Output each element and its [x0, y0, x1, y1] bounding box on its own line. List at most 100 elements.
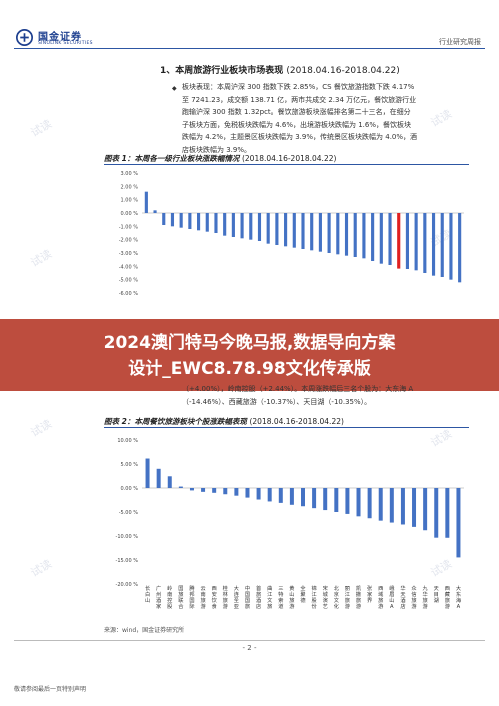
category-label: 国 — [245, 591, 250, 598]
bar — [153, 210, 157, 213]
category-label: 特 — [278, 590, 283, 598]
bullet-icon: ◆ — [172, 85, 177, 92]
y-tick-label: 2.00 % — [121, 184, 139, 190]
category-label: 圣 — [234, 596, 240, 604]
category-label: 白 — [145, 590, 150, 598]
category-label: 游 — [423, 602, 428, 610]
bar — [434, 488, 439, 538]
category-label: 联 — [178, 596, 183, 604]
category-label: 国 — [245, 597, 250, 604]
category-label: 店 — [256, 602, 261, 610]
bar — [205, 213, 209, 232]
bar — [188, 213, 192, 229]
bar — [423, 213, 427, 273]
category-label: 腾 — [189, 584, 195, 592]
category-label: 桂 — [223, 584, 228, 592]
category-label: 山 — [289, 590, 294, 598]
category-label: 邦 — [189, 590, 194, 598]
bar — [214, 213, 218, 233]
category-label: 国 — [178, 585, 183, 592]
y-tick-label: -15.00 % — [116, 558, 139, 564]
logo-text: 国金证券 — [38, 32, 82, 43]
category-label: 凯 — [356, 584, 361, 592]
y-tick-label: -6.00 % — [119, 291, 139, 297]
category-label: 份 — [312, 602, 318, 610]
bar — [179, 213, 183, 228]
category-label: 旅 — [178, 590, 183, 598]
bar — [256, 488, 261, 500]
text-line: 子板块方面，免税板块跌幅为 4.6%，出境游板块跌幅为 1.6%，餐饮板块 — [182, 120, 412, 129]
category-label: 曲 — [267, 584, 272, 592]
bar — [323, 488, 328, 511]
category-label: 众 — [411, 585, 416, 592]
bar — [197, 213, 201, 231]
watermark: 试读 — [28, 417, 55, 440]
bar — [397, 213, 401, 269]
category-label: 锦 — [312, 584, 317, 592]
category-label: 江 — [267, 591, 272, 598]
category-label: 旅 — [356, 596, 361, 604]
category-label: 张 — [367, 584, 373, 592]
bar — [249, 213, 253, 240]
y-tick-label: 5.00 % — [121, 462, 139, 468]
figure1-label: 图表 1：本周各一级行业板块涨跌幅情况 — [104, 154, 240, 163]
category-label: 股 — [167, 603, 172, 610]
bar — [189, 488, 194, 491]
category-label: 旅 — [423, 596, 428, 604]
disclaimer: 敬请参阅最后一页特别声明 — [14, 686, 87, 693]
bar — [257, 213, 262, 241]
category-label: 长 — [145, 584, 151, 592]
chart-sector-performance: 3.00 % 2.00 % 1.00 % 0.00 % -1.00 % -2.00 % -3… — [119, 171, 464, 297]
bar — [145, 458, 150, 488]
chart-stock-performance: 10.00 % 5.00 % 0.00 % -5.00 % -10.00 % -15.00… — [116, 438, 464, 610]
category-label: 京 — [334, 590, 339, 598]
category-label: 林 — [223, 590, 229, 598]
bar — [310, 213, 314, 251]
banner-line2: 设计_EWC8.78.98文化传承版 — [128, 359, 371, 379]
figure2-rule — [104, 427, 469, 429]
bar — [267, 488, 272, 502]
category-label: 江 — [345, 591, 350, 598]
category-label: 文 — [267, 596, 273, 604]
y-tick-label: -10.00 % — [116, 534, 139, 540]
bar — [312, 488, 317, 509]
category-label: 大 — [234, 584, 239, 592]
category-label: 际 — [189, 602, 194, 610]
category-label: 东 — [456, 590, 461, 598]
y-tick-label: -3.00 % — [119, 251, 139, 257]
figure1-date: (2018.04.16-2018.04.22) — [241, 154, 337, 163]
y-tick-label: 1.00 % — [121, 198, 139, 204]
category-label: 峨 — [389, 584, 395, 592]
bar — [371, 213, 375, 261]
report-type: 行业研究周报 — [439, 38, 481, 46]
category-label: 旅 — [245, 602, 250, 610]
category-label: 大 — [456, 584, 461, 592]
header-rule — [14, 48, 485, 49]
category-label: 国 — [189, 597, 194, 604]
banner-line1: 2024澳门特马今晚马报,数据导向方案 — [103, 333, 396, 353]
category-label: 控 — [167, 596, 172, 604]
category-label: 化 — [334, 602, 339, 610]
category-label: 店 — [400, 602, 405, 610]
bar — [234, 488, 239, 496]
bar — [405, 213, 409, 269]
bar — [458, 213, 462, 283]
category-label: 游 — [356, 602, 361, 610]
category-label: 南 — [200, 590, 205, 598]
category-label: 食 — [212, 602, 218, 610]
watermark: 试读 — [28, 557, 55, 580]
bar — [356, 488, 361, 517]
section-title-text: 1、本周旅游行业板块市场表现 — [160, 66, 284, 76]
category-label: 安 — [212, 590, 217, 598]
paragraph-stocks: （+4.00%），岭南控股（+2.44%）。本周涨跌幅后三名个股为：大东海 A … — [182, 383, 477, 408]
category-label: 西 — [445, 585, 450, 592]
category-label: 游 — [223, 602, 228, 610]
category-label: 旅 — [200, 596, 205, 604]
section-title: 1、本周旅游行业板块市场表现 (2018.04.16-2018.04.22) — [160, 63, 400, 76]
category-label: 岭 — [167, 584, 172, 592]
category-label: 南 — [167, 590, 172, 598]
category-label: 饮 — [212, 596, 218, 604]
category-label: 旅 — [445, 596, 450, 604]
bar — [178, 486, 183, 488]
category-label: 旅 — [411, 596, 416, 604]
